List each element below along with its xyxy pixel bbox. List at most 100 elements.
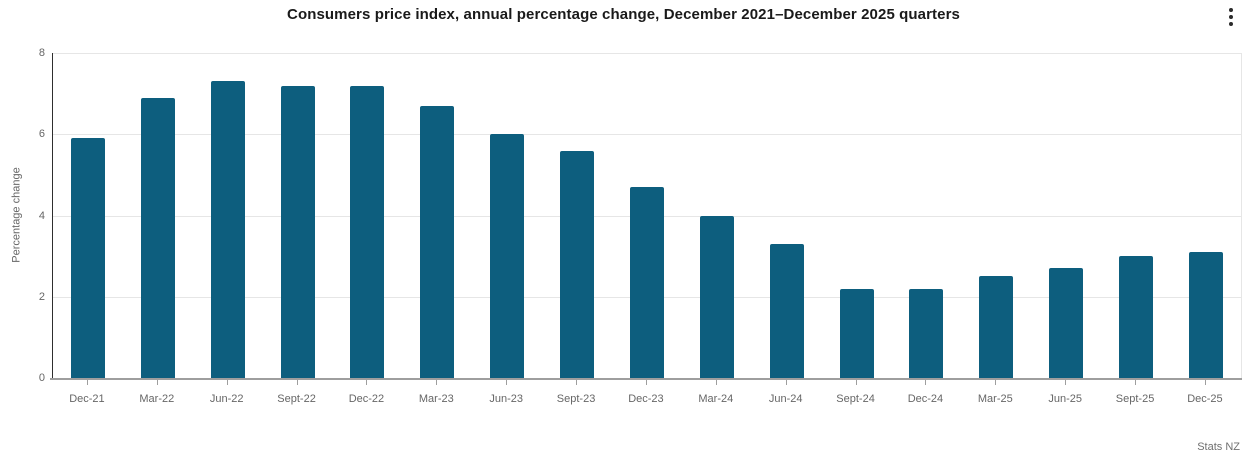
- x-axis-category: Jun-24: [751, 380, 821, 405]
- bar-slot: [1171, 53, 1241, 378]
- context-menu-button[interactable]: [1221, 4, 1241, 30]
- x-axis-line: [50, 378, 1242, 380]
- x-axis-tick: [785, 380, 787, 385]
- x-axis-category: Mar-22: [122, 380, 192, 405]
- x-axis-tick: [995, 380, 997, 385]
- kebab-menu-icon: [1229, 22, 1233, 26]
- x-axis-label: Sept-23: [556, 393, 596, 405]
- x-axis-category: Mar-25: [960, 380, 1030, 405]
- bar-slot: [193, 53, 263, 378]
- x-axis-category: Dec-23: [611, 380, 681, 405]
- x-axis-tick: [506, 380, 508, 385]
- kebab-menu-icon: [1229, 15, 1233, 19]
- x-axis-label: Dec-24: [907, 393, 944, 405]
- x-axis-label: Mar-24: [698, 393, 734, 405]
- bar-slot: [682, 53, 752, 378]
- bar-sept-22[interactable]: [280, 85, 315, 378]
- x-axis-tick: [715, 380, 717, 385]
- y-axis-tick-labels: 0 2 4 6 8: [0, 47, 45, 384]
- x-axis-label: Dec-22: [348, 393, 385, 405]
- x-axis-label: Sept-25: [1115, 393, 1155, 405]
- x-axis-category: Dec-21: [52, 380, 122, 405]
- bar-series: [53, 53, 1241, 378]
- x-axis-category: Mar-24: [681, 380, 751, 405]
- bar-dec-24[interactable]: [909, 288, 944, 378]
- bar-slot: [263, 53, 333, 378]
- gridline: [53, 53, 1241, 54]
- x-axis-tick: [576, 380, 578, 385]
- x-axis-label: Jun-25: [1048, 393, 1082, 405]
- y-axis-label: 4: [38, 209, 45, 222]
- bar-dec-23[interactable]: [629, 187, 664, 378]
- x-axis-category: Sept-22: [262, 380, 332, 405]
- x-axis-label: Sept-22: [277, 393, 316, 405]
- x-axis-category: Sept-25: [1100, 380, 1170, 405]
- bar-sept-24[interactable]: [839, 288, 874, 378]
- x-axis-label: Jun-22: [209, 393, 244, 405]
- bar-slot: [892, 53, 962, 378]
- y-axis-label: 8: [38, 47, 45, 59]
- plot-area: [52, 53, 1242, 378]
- bar-mar-25[interactable]: [979, 276, 1014, 378]
- bar-sept-23[interactable]: [560, 150, 595, 378]
- x-axis-category: Sept-23: [541, 380, 611, 405]
- x-axis-category: Mar-23: [401, 380, 471, 405]
- y-axis-label: 6: [38, 128, 45, 141]
- bar-dec-21[interactable]: [70, 138, 105, 378]
- x-axis-tick: [855, 380, 857, 385]
- x-axis-tick: [1065, 380, 1067, 385]
- bar-jun-24[interactable]: [769, 243, 804, 378]
- chart-title: Consumers price index, annual percentage…: [287, 6, 960, 23]
- bar-slot: [961, 53, 1031, 378]
- x-axis-tick: [925, 380, 927, 385]
- bar-jun-22[interactable]: [210, 81, 245, 378]
- x-axis-label: Mar-23: [418, 393, 454, 405]
- bar-mar-24[interactable]: [699, 215, 734, 378]
- y-axis-label: 2: [38, 290, 45, 303]
- x-axis-tick: [156, 380, 158, 385]
- bar-dec-22[interactable]: [350, 85, 385, 378]
- x-axis-tick: [86, 380, 88, 385]
- bar-slot: [752, 53, 822, 378]
- bar-jun-23[interactable]: [490, 134, 525, 378]
- x-axis-label: Dec-21: [69, 393, 105, 405]
- bar-mar-23[interactable]: [420, 105, 455, 378]
- bar-mar-22[interactable]: [140, 97, 175, 378]
- kebab-menu-icon: [1229, 8, 1233, 12]
- bar-slot: [123, 53, 193, 378]
- bar-slot: [1031, 53, 1101, 378]
- x-axis-label: Dec-23: [628, 393, 664, 405]
- bar-slot: [53, 53, 123, 378]
- bar-dec-25[interactable]: [1188, 252, 1223, 378]
- bar-slot: [1101, 53, 1171, 378]
- bar-jun-25[interactable]: [1049, 268, 1084, 378]
- bar-sept-25[interactable]: [1119, 256, 1154, 378]
- x-axis-category: Dec-22: [332, 380, 402, 405]
- x-axis-label: Sept-24: [836, 393, 875, 405]
- x-axis-label: Jun-24: [768, 393, 803, 405]
- x-axis-tick: [436, 380, 438, 385]
- x-axis-category: Dec-24: [891, 380, 961, 405]
- source-attribution: Stats NZ: [1197, 441, 1240, 453]
- bar-slot: [472, 53, 542, 378]
- x-axis-label: Dec-25: [1187, 393, 1223, 405]
- x-axis-label: Mar-22: [139, 393, 175, 405]
- x-axis-tick: [645, 380, 647, 385]
- x-axis-category: Jun-23: [471, 380, 541, 405]
- x-axis-tick: [296, 380, 298, 385]
- x-axis-tick: [226, 380, 228, 385]
- x-axis-label: Mar-25: [977, 393, 1013, 405]
- x-axis-category: Jun-22: [192, 380, 262, 405]
- x-axis-tick: [366, 380, 368, 385]
- bar-slot: [612, 53, 682, 378]
- bar-slot: [542, 53, 612, 378]
- y-axis-label: 0: [38, 372, 45, 384]
- x-axis-label: Jun-23: [489, 393, 523, 405]
- x-axis-category: Dec-25: [1170, 380, 1240, 405]
- x-axis-category: Jun-25: [1030, 380, 1100, 405]
- x-axis-tick: [1135, 380, 1137, 385]
- x-axis-tick: [1204, 380, 1206, 385]
- x-axis-labels: Dec-21 Mar-22 Jun-22 Sept-22 Dec-22 Mar-23 Jun…: [52, 380, 1240, 405]
- x-axis-category: Sept-24: [821, 380, 891, 405]
- bar-slot: [822, 53, 892, 378]
